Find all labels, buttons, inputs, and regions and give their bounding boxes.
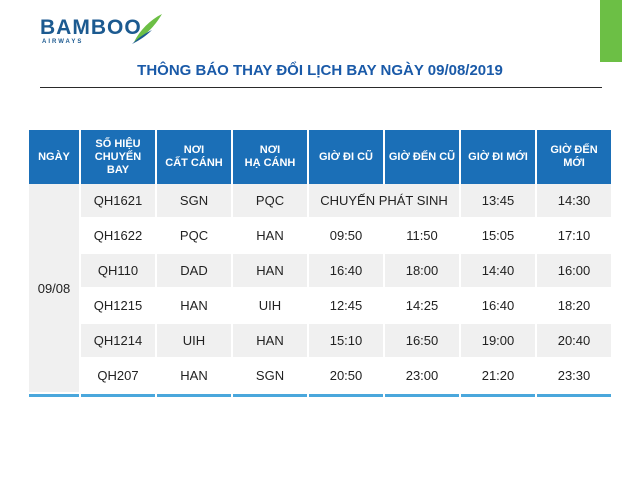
old-departure-cell: 09:50 — [309, 219, 383, 254]
flight-number-cell: QH1622 — [81, 219, 155, 254]
old-arrival-cell: 11:50 — [385, 219, 459, 254]
bottom-bar-segment — [537, 394, 611, 397]
column-header-line1: GIỜ ĐẾN MỚI — [550, 144, 598, 169]
flight-number-cell: QH1215 — [81, 289, 155, 324]
origin-cell: PQC — [157, 219, 231, 254]
table-row: 09/08 QH1621 SGN PQC CHUYẾN PHÁT SINH 13:45 14… — [29, 184, 611, 394]
origin-cell: UIH — [157, 324, 231, 359]
flight-number-cell: QH110 — [81, 254, 155, 289]
bottom-bar-segment — [233, 394, 307, 397]
new-arrival-cell: 18:20 — [537, 289, 611, 324]
column-header: GIỜ ĐI CŨ — [309, 130, 383, 184]
table-bottom-bar — [29, 394, 611, 397]
column-header-line1: NGÀY — [38, 150, 70, 163]
column-header-line1: NƠI — [183, 144, 205, 156]
origin-cell: SGN — [157, 184, 231, 219]
bottom-bar-segment — [157, 394, 231, 397]
column-header: SỐ HIỆU CHUYẾN BAY — [81, 130, 155, 184]
note-cell: CHUYẾN PHÁT SINH — [309, 184, 459, 219]
page-title: THÔNG BÁO THAY ĐỔI LỊCH BAY NGÀY 09/08/2… — [137, 62, 503, 79]
column-header-line2: CẤT CÁNH — [165, 157, 223, 169]
destination-cell: UIH — [233, 289, 307, 324]
bamboo-airways-logo: BAMBOO AIRWAYS — [40, 12, 162, 46]
old-arrival-cell: 14:25 — [385, 289, 459, 324]
column-header: GIỜ ĐẾN MỚI — [537, 130, 611, 184]
table-row: QH1622 PQC HAN 09:50 11:50 15:05 17:10 — [29, 219, 611, 254]
column-header-line2: HẠ CÁNH — [244, 157, 296, 169]
table-row: QH1215 HAN UIH 12:45 14:25 16:40 18:20 — [29, 289, 611, 324]
bottom-bar-segment — [81, 394, 155, 397]
logo-wordmark: BAMBOO — [40, 16, 142, 39]
column-header-line1: GIỜ ĐẾN CŨ — [388, 150, 456, 163]
new-arrival-cell: 16:00 — [537, 254, 611, 289]
logo-subtitle: AIRWAYS — [42, 39, 84, 45]
date-cell: 09/08 — [29, 184, 79, 394]
new-arrival-cell: 20:40 — [537, 324, 611, 359]
bottom-bar-segment — [461, 394, 535, 397]
column-header: NGÀY — [29, 130, 79, 184]
column-header: GIỜ ĐẾN CŨ — [385, 130, 459, 184]
column-header-line2: CHUYẾN BAY — [94, 150, 142, 176]
column-header: NƠI CẤT CÁNH — [157, 130, 231, 184]
bottom-bar-segment — [29, 394, 79, 397]
flight-schedule-table: NGÀY SỐ HIỆU CHUYẾN BAY NƠI CẤT CÁNH NƠI HẠ CÁ… — [27, 130, 613, 397]
flight-number-cell: QH1214 — [81, 324, 155, 359]
bottom-bar-segment — [309, 394, 383, 397]
destination-cell: PQC — [233, 184, 307, 219]
green-accent-bar — [600, 0, 622, 62]
column-header-line1: GIỜ ĐI MỚI — [468, 150, 528, 163]
table-row: QH110 DAD HAN 16:40 18:00 14:40 16:00 — [29, 254, 611, 289]
flight-number-cell: QH1621 — [81, 184, 155, 219]
new-departure-cell: 13:45 — [461, 184, 535, 219]
old-departure-cell: 16:40 — [309, 254, 383, 289]
column-header-line1: GIỜ ĐI CŨ — [319, 150, 373, 163]
destination-cell: HAN — [233, 254, 307, 289]
new-arrival-cell: 14:30 — [537, 184, 611, 219]
new-arrival-cell: 23:30 — [537, 359, 611, 394]
old-arrival-cell: 18:00 — [385, 254, 459, 289]
column-header-line1: NƠI — [259, 144, 281, 156]
destination-cell: HAN — [233, 219, 307, 254]
old-arrival-cell: 16:50 — [385, 324, 459, 359]
old-arrival-cell: 23:00 — [385, 359, 459, 394]
bottom-bar-segment — [385, 394, 459, 397]
table-row: QH207 HAN SGN 20:50 23:00 21:20 23:30 — [29, 359, 611, 394]
column-header-line1: SỐ HIỆU — [95, 137, 141, 150]
old-departure-cell: 20:50 — [309, 359, 383, 394]
new-departure-cell: 16:40 — [461, 289, 535, 324]
bamboo-leaf-icon — [132, 14, 162, 44]
new-arrival-cell: 17:10 — [537, 219, 611, 254]
new-departure-cell: 14:40 — [461, 254, 535, 289]
table-header-row: NGÀY SỐ HIỆU CHUYẾN BAY NƠI CẤT CÁNH NƠI HẠ CÁ… — [29, 130, 611, 184]
destination-cell: SGN — [233, 359, 307, 394]
origin-cell: HAN — [157, 359, 231, 394]
old-departure-cell: 12:45 — [309, 289, 383, 324]
new-departure-cell: 15:05 — [461, 219, 535, 254]
table-row: QH1214 UIH HAN 15:10 16:50 19:00 20:40 — [29, 324, 611, 359]
old-departure-cell: 15:10 — [309, 324, 383, 359]
origin-cell: DAD — [157, 254, 231, 289]
origin-cell: HAN — [157, 289, 231, 324]
column-header: NƠI HẠ CÁNH — [233, 130, 307, 184]
new-departure-cell: 19:00 — [461, 324, 535, 359]
new-departure-cell: 21:20 — [461, 359, 535, 394]
column-header: GIỜ ĐI MỚI — [461, 130, 535, 184]
flight-number-cell: QH207 — [81, 359, 155, 394]
title-divider — [40, 87, 602, 88]
destination-cell: HAN — [233, 324, 307, 359]
